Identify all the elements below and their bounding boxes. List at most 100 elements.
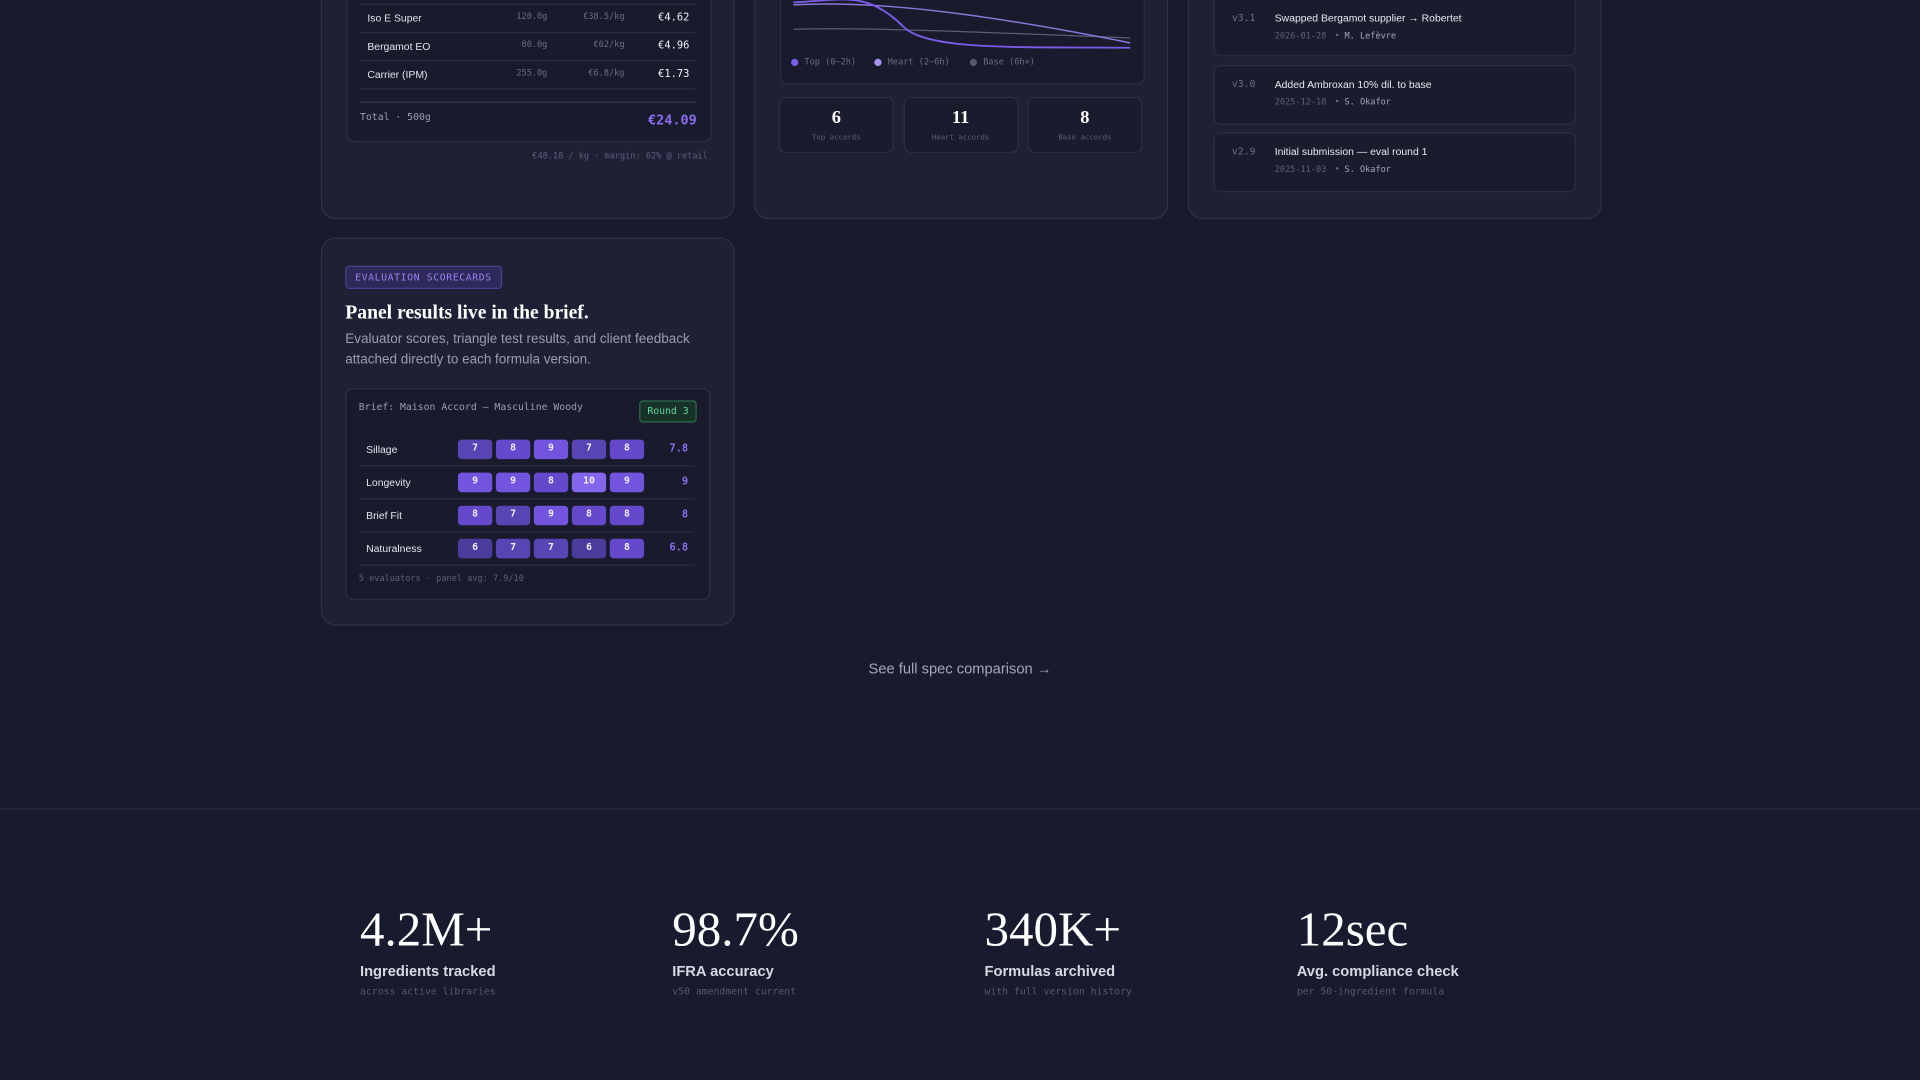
row-line <box>358 465 695 467</box>
ingredient-cost: €1.73 <box>658 68 690 81</box>
accord-label: Top accords <box>811 133 861 143</box>
accord-stat: 11 Heart accords <box>903 96 1019 154</box>
cost-footer: €48.18 / kg · margin: 62% @ retail <box>532 151 708 162</box>
stat-note: per 50-ingredient formula <box>1296 985 1445 997</box>
stat-value: 340K+ <box>984 901 1121 957</box>
stat-note: with full version history <box>984 985 1132 997</box>
score-cell: 9 <box>533 439 569 460</box>
cost-table: Iso E Super 120.0g €38.5/kg €4.62 Bergamot E… <box>346 0 712 143</box>
score-cell: 8 <box>571 505 607 526</box>
row-line <box>358 498 695 500</box>
stat-label: Formulas archived <box>984 962 1116 980</box>
ingredient-price: €62/kg <box>593 39 625 50</box>
criterion-average: 6.8 <box>669 542 689 555</box>
score-cell: 6 <box>457 538 493 559</box>
legend-label: Heart (2–6h) <box>887 56 950 67</box>
stat-value: 4.2M+ <box>360 901 493 957</box>
legend-dot <box>791 58 799 67</box>
ingredient-price: €6.8/kg <box>588 67 625 78</box>
legend-dot <box>969 58 978 67</box>
row-line <box>360 88 696 90</box>
accord-count: 6 <box>831 108 841 128</box>
score-cell: 8 <box>533 472 569 493</box>
scorecard-description: Evaluator scores, triangle test results,… <box>345 331 690 368</box>
score-cell: 7 <box>495 505 531 526</box>
section-badge: EVALUATION SCORECARDS <box>345 265 502 289</box>
total-value: €24.09 <box>648 112 697 128</box>
score-cell: 7 <box>495 538 531 559</box>
row-line <box>360 31 696 34</box>
spec-link[interactable]: See full spec comparison → <box>868 660 1052 678</box>
stat-label: Avg. compliance check <box>1296 962 1459 980</box>
accord-count: 11 <box>951 108 970 128</box>
round-badge: Round 3 <box>639 400 697 423</box>
criterion: Sillage <box>366 442 398 456</box>
version-number: v3.0 <box>1231 78 1256 90</box>
ingredient-weight: 80.0g <box>521 39 548 50</box>
stat-label: IFRA accuracy <box>672 962 774 980</box>
scorecard-card: EVALUATION SCORECARDS Panel results live … <box>320 237 735 626</box>
cost-card: Iso E Super 120.0g €38.5/kg €4.62 Bergamot E… <box>320 0 735 220</box>
score-cell: 8 <box>609 538 645 559</box>
ingredient-name: Carrier (IPM) <box>367 68 428 81</box>
score-cell: 9 <box>533 505 569 526</box>
version-author: M. Lefèvre <box>1330 32 1396 41</box>
ingredient-cost: €4.62 <box>658 11 690 25</box>
version-entry: v2.9 Initial submission — eval round 1 202… <box>1213 132 1576 193</box>
ingredient-weight: 120.0g <box>516 11 548 22</box>
accord-count: 8 <box>1080 108 1090 128</box>
score-cell: 7 <box>457 439 493 460</box>
ingredient-price: €38.5/kg <box>583 11 625 22</box>
score-cell: 8 <box>609 439 645 460</box>
version-date: 2025-12-18 <box>1274 97 1327 108</box>
accord-label: Heart accords <box>931 133 990 143</box>
base-curve <box>793 28 1131 39</box>
legend-label: Base (6h+) <box>983 56 1035 67</box>
score-cell: 10 <box>571 472 607 493</box>
version-author: S. Okafor <box>1330 98 1390 108</box>
version-number: v3.1 <box>1231 12 1256 24</box>
score-cell: 7 <box>571 439 607 460</box>
stat-note: v50 amendment current <box>672 985 797 997</box>
total-line <box>360 101 696 103</box>
criterion: Brief Fit <box>366 509 402 522</box>
row-line <box>358 531 695 533</box>
divider <box>0 808 1920 810</box>
criterion-average: 9 <box>681 476 689 489</box>
score-cell: 9 <box>495 472 531 493</box>
version-date: 2026-01-28 <box>1274 31 1327 42</box>
stat-note: across active libraries <box>360 985 496 997</box>
score-cell: 9 <box>457 472 493 493</box>
ingredient-cost: €4.96 <box>658 40 690 53</box>
version-entry: v3.0 Added Ambroxan 10% dil. to base 2025-… <box>1213 64 1576 125</box>
ingredient-weight: 255.0g <box>516 67 548 78</box>
criterion-average: 8 <box>681 509 689 522</box>
accord-label: Base accords <box>1058 133 1112 143</box>
version-number: v2.9 <box>1231 145 1256 157</box>
row-line <box>360 60 696 62</box>
score-cell: 7 <box>533 538 569 559</box>
version-entry: v3.1 Swapped Bergamot supplier → Robertet… <box>1213 0 1576 57</box>
score-cell: 8 <box>495 439 531 460</box>
score-cell: 8 <box>457 505 493 526</box>
version-date: 2025-11-03 <box>1274 164 1327 175</box>
stat-value: 98.7% <box>672 901 799 957</box>
scorecard-panel: Brief: Maison Accord — Masculine Woody Ro… <box>345 388 711 601</box>
stat-value: 12sec <box>1296 901 1409 957</box>
criterion: Naturalness <box>366 542 422 555</box>
version-change: Initial submission — eval round 1 <box>1274 145 1428 158</box>
ingredient-name: Iso E Super <box>367 11 422 25</box>
heart-curve <box>793 3 1131 44</box>
criterion: Longevity <box>366 476 411 489</box>
score-cell: 8 <box>609 505 645 526</box>
stat-label: Ingredients tracked <box>360 962 496 980</box>
curves <box>793 0 1131 49</box>
score-cell: 6 <box>571 538 607 559</box>
row-line <box>360 3 696 5</box>
scorecard-footer: 5 evaluators · panel avg: 7.9/10 <box>358 573 524 584</box>
version-author: S. Okafor <box>1330 165 1390 175</box>
legend-dot <box>874 58 882 67</box>
score-cell: 9 <box>609 472 645 493</box>
